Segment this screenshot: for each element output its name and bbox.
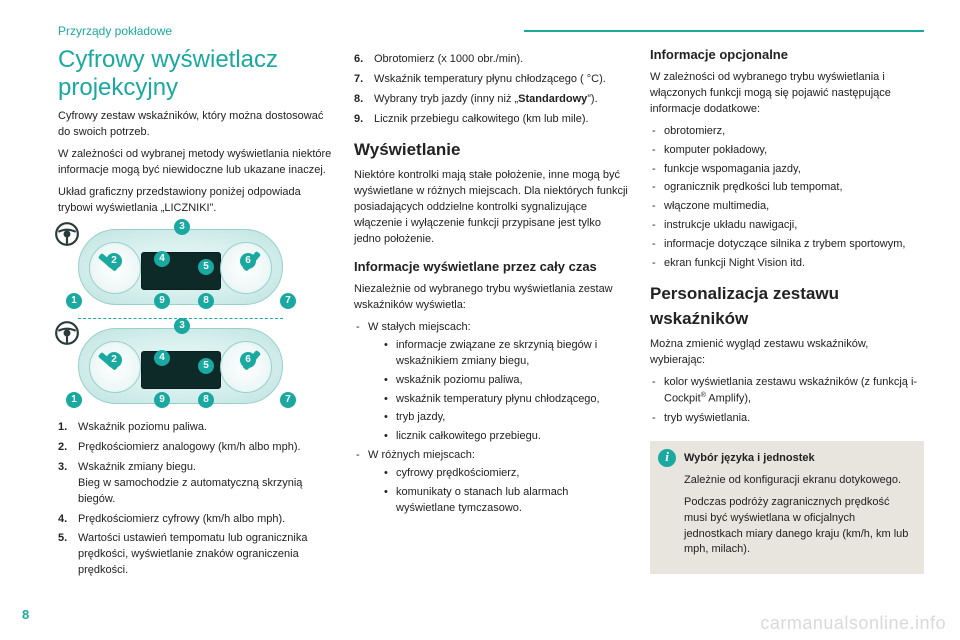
legend-item: 2.Prędkościomierz analogowy (km/h albo m… bbox=[58, 440, 332, 456]
list-item: włączone multimedia, bbox=[650, 199, 924, 215]
legend-item: 5.Wartości ustawień tempomatu lub ograni… bbox=[58, 531, 332, 579]
callout-2: 2 bbox=[106, 253, 122, 269]
list-item: wskaźnik temperatury płynu chłodzącego, bbox=[382, 392, 628, 408]
bold-standardowy: Standardowy bbox=[518, 93, 587, 105]
header-accent-line bbox=[524, 30, 924, 32]
list-item: ogranicznik prędkości lub tempomat, bbox=[650, 180, 924, 196]
column-1: Cyfrowy wyświetlacz projekcyjny Cyfrowy … bbox=[58, 46, 332, 583]
legend-item: 7.Wskaźnik temperatury płynu chłodzącego… bbox=[354, 72, 628, 88]
list-item: tryb wyświetlania. bbox=[650, 411, 924, 427]
callout-5: 5 bbox=[198, 358, 214, 374]
list-item: tryb jazdy, bbox=[382, 410, 628, 426]
legend-item: 1.Wskaźnik poziomu paliwa. bbox=[58, 420, 332, 436]
callout-1: 1 bbox=[66, 293, 82, 309]
list-item: informacje związane ze skrzynią biegów i… bbox=[382, 338, 628, 370]
list-item: instrukcje układu nawigacji, bbox=[650, 218, 924, 234]
page-title: Cyfrowy wyświetlacz projekcyjny bbox=[58, 46, 332, 101]
legend-item-text: Wybrany tryb jazdy (inny niż „Standardow… bbox=[374, 93, 598, 105]
info-icon: i bbox=[658, 449, 676, 467]
info-box: i Wybór języka i jednostek Zależnie od k… bbox=[650, 441, 924, 575]
heading-always-shown: Informacje wyświetlane przez cały czas bbox=[354, 258, 628, 277]
info-p1: Zależnie od konfiguracji ekranu dotykowe… bbox=[684, 473, 910, 489]
column-2: 6.Obrotomierz (x 1000 obr./min). 7.Wskaź… bbox=[354, 46, 628, 583]
cluster-figure: 1 2 3 4 5 6 7 8 9 bbox=[58, 223, 303, 414]
personalization-p: Można zmienić wygląd zestawu wskaźników,… bbox=[650, 337, 924, 369]
optional-list: obrotomierz, komputer pokładowy, funkcje… bbox=[650, 124, 924, 273]
list-item: ekran funkcji Night Vision itd. bbox=[650, 256, 924, 272]
callout-7: 7 bbox=[280, 392, 296, 408]
callout-8: 8 bbox=[198, 392, 214, 408]
cluster-illustration-top: 1 2 3 4 5 6 7 8 9 bbox=[58, 223, 303, 315]
callout-8: 8 bbox=[198, 293, 214, 309]
column-3: Informacje opcjonalne W zależności od wy… bbox=[650, 46, 924, 583]
legend-item: 6.Obrotomierz (x 1000 obr./min). bbox=[354, 52, 628, 68]
var-locations-list: cyfrowy prędkościomierz, komunikaty o st… bbox=[382, 466, 628, 517]
heading-personalization: Personalizacja zestawu wskaźników bbox=[650, 282, 924, 331]
callout-4: 4 bbox=[154, 350, 170, 366]
fixed-locations-list: informacje związane ze skrzynią biegów i… bbox=[382, 338, 628, 446]
list-item: licznik całkowitego przebiegu. bbox=[382, 429, 628, 445]
optional-p1: W zależności od wybranego trybu wyświetl… bbox=[650, 70, 924, 118]
choice-a-tail: Amplify), bbox=[706, 393, 751, 405]
legend-item: 3.Wskaźnik zmiany biegu. Bieg w samochod… bbox=[58, 460, 332, 508]
callout-7: 7 bbox=[280, 293, 296, 309]
heading-wyswietlanie: Wyświetlanie bbox=[354, 138, 628, 163]
list-item: komunikaty o stanach lub alarmach wyświe… bbox=[382, 485, 628, 517]
list-item: cyfrowy prędkościomierz, bbox=[382, 466, 628, 482]
steering-wheel-icon bbox=[54, 320, 80, 346]
callout-4: 4 bbox=[154, 251, 170, 267]
personalization-list: kolor wyświetlania zestawu wskaźników (z… bbox=[650, 375, 924, 426]
callout-5: 5 bbox=[198, 259, 214, 275]
list-item: komputer pokładowy, bbox=[650, 143, 924, 159]
callout-3: 3 bbox=[174, 318, 190, 334]
fixed-locations-group: W stałych miejscach: informacje związane… bbox=[354, 320, 628, 517]
legend-list-col1: 1.Wskaźnik poziomu paliwa. 2.Prędkościom… bbox=[58, 420, 332, 579]
intro-p2: W zależności od wybranej metody wyświetl… bbox=[58, 147, 332, 179]
list-item: kolor wyświetlania zestawu wskaźników (z… bbox=[650, 375, 924, 408]
intro-p3: Układ graficzny przedstawiony poniżej od… bbox=[58, 185, 332, 217]
list-item: wskaźnik poziomu paliwa, bbox=[382, 373, 628, 389]
callout-9: 9 bbox=[154, 392, 170, 408]
cluster-illustration-bottom: 1 2 3 4 5 6 7 8 9 bbox=[58, 322, 303, 414]
list-item: obrotomierz, bbox=[650, 124, 924, 140]
manual-page: Przyrządy pokładowe Cyfrowy wyświetlacz … bbox=[0, 0, 960, 640]
var-locations-label: W różnych miejscach: cyfrowy prędkościom… bbox=[354, 448, 628, 517]
page-number: 8 bbox=[22, 607, 29, 622]
display-p1: Niektóre kontrolki mają stałe położenie,… bbox=[354, 168, 628, 248]
info-lead: Wybór języka i jednostek bbox=[684, 452, 815, 464]
legend-list-col2: 6.Obrotomierz (x 1000 obr./min). 7.Wskaź… bbox=[354, 52, 628, 128]
callout-1: 1 bbox=[66, 392, 82, 408]
callout-2: 2 bbox=[106, 352, 122, 368]
fixed-label-text: W stałych miejscach: bbox=[368, 321, 471, 333]
legend-item: 8.Wybrany tryb jazdy (inny niż „Standard… bbox=[354, 92, 628, 108]
fixed-locations-label: W stałych miejscach: informacje związane… bbox=[354, 320, 628, 446]
list-item: informacje dotyczące silnika z trybem sp… bbox=[650, 237, 924, 253]
steering-wheel-icon bbox=[54, 221, 80, 247]
display-p2: Niezależnie od wybranego trybu wyświetla… bbox=[354, 282, 628, 314]
choice-a-text: kolor wyświetlania zestawu wskaźników (z… bbox=[664, 376, 917, 405]
content-columns: Cyfrowy wyświetlacz projekcyjny Cyfrowy … bbox=[58, 46, 924, 583]
callout-3: 3 bbox=[174, 219, 190, 235]
callout-9: 9 bbox=[154, 293, 170, 309]
info-p2: Podczas podróży zagranicznych prędkość m… bbox=[684, 495, 910, 559]
callout-6: 6 bbox=[240, 253, 256, 269]
callout-6: 6 bbox=[240, 352, 256, 368]
watermark: carmanualsonline.info bbox=[760, 613, 946, 634]
legend-item: 4.Prędkościomierz cyfrowy (km/h albo mph… bbox=[58, 512, 332, 528]
var-label-text: W różnych miejscach: bbox=[368, 449, 475, 461]
heading-optional-info: Informacje opcjonalne bbox=[650, 46, 924, 65]
list-item: funkcje wspomagania jazdy, bbox=[650, 162, 924, 178]
intro-p1: Cyfrowy zestaw wskaźników, który można d… bbox=[58, 109, 332, 141]
legend-item: 9.Licznik przebiegu całkowitego (km lub … bbox=[354, 112, 628, 128]
